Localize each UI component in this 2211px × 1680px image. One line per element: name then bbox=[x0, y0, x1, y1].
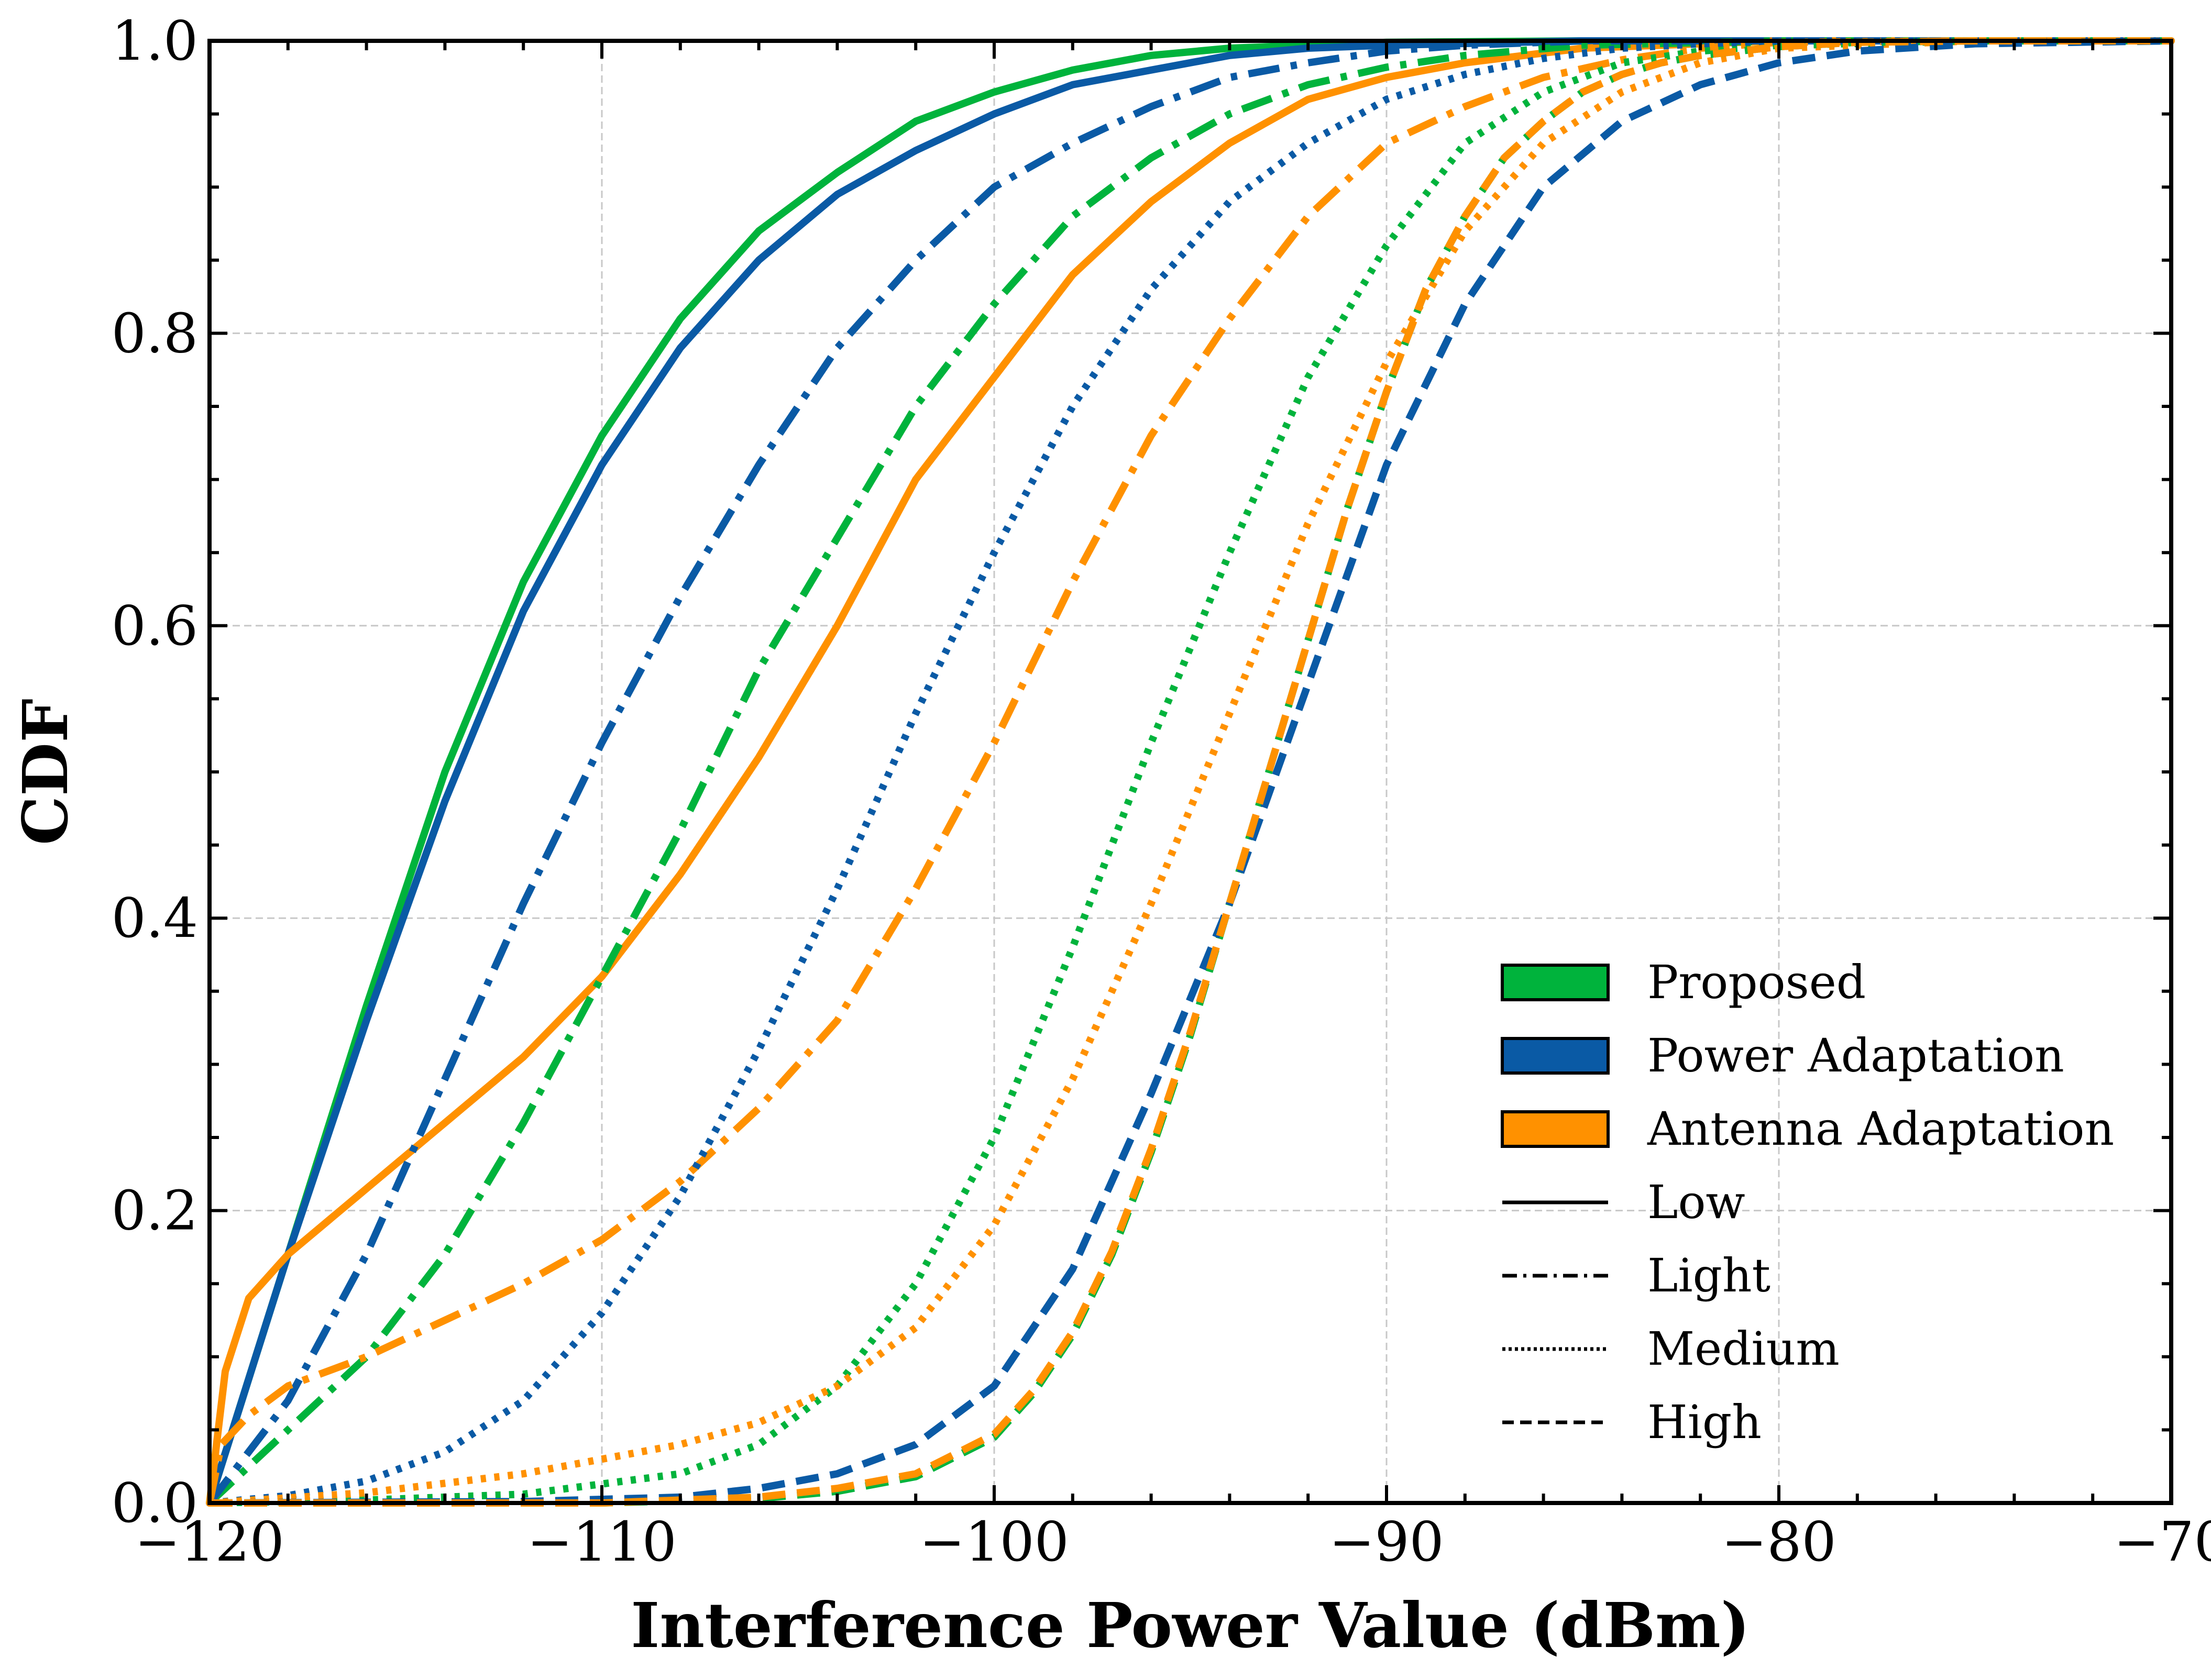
legend-swatch-antenna-adaptation bbox=[1501, 1110, 1610, 1148]
y-axis-label: CDF bbox=[9, 699, 82, 845]
y-tick-labels: 0.0 0.2 0.4 0.6 0.8 1.0 bbox=[112, 9, 198, 1535]
legend-swatch-proposed bbox=[1501, 964, 1610, 1001]
y-tick-label: 1.0 bbox=[112, 9, 198, 73]
legend-label-high: High bbox=[1647, 1395, 1762, 1449]
ticks bbox=[208, 39, 2173, 1505]
x-axis-label: Interference Power Value (dBm) bbox=[631, 1589, 1750, 1662]
y-tick-label: 0.6 bbox=[112, 594, 198, 658]
legend-label-antenna-adaptation: Antenna Adaptation bbox=[1647, 1102, 2114, 1156]
x-tick-label: −80 bbox=[1721, 1510, 1836, 1574]
series-line-antenna-adaptation-low bbox=[206, 37, 2175, 1507]
y-tick-label: 0.2 bbox=[112, 1179, 198, 1243]
series-line-power-adaptation-light bbox=[206, 37, 2171, 1506]
series-line-antenna-adaptation-light bbox=[206, 37, 2171, 1504]
y-tick-label: 0.0 bbox=[112, 1471, 198, 1535]
x-tick-label: −110 bbox=[527, 1510, 677, 1574]
legend-swatch-power-adaptation bbox=[1501, 1037, 1610, 1075]
legend-label-power-adaptation: Power Adaptation bbox=[1647, 1029, 2064, 1082]
x-tick-label: −100 bbox=[919, 1510, 1069, 1574]
y-tick-label: 0.4 bbox=[112, 886, 198, 950]
legend-label-low: Low bbox=[1647, 1175, 1745, 1229]
legend-label-medium: Medium bbox=[1647, 1322, 1840, 1376]
y-tick-label: 0.8 bbox=[112, 301, 198, 365]
series-line-power-adaptation-high bbox=[209, 37, 2172, 1507]
x-tick-labels: −120 −110 −100 −90 −80 −70 bbox=[135, 1510, 2211, 1574]
legend: Proposed Power Adaptation Antenna Adaptati… bbox=[1501, 955, 2114, 1449]
legend-label-light: Light bbox=[1647, 1248, 1770, 1302]
legend-label-proposed: Proposed bbox=[1647, 955, 1866, 1009]
x-tick-label: −70 bbox=[2114, 1510, 2211, 1574]
series-line-power-adaptation-medium bbox=[209, 37, 2171, 1507]
series-line-antenna-adaptation-high bbox=[210, 37, 2171, 1507]
x-tick-label: −120 bbox=[135, 1510, 284, 1574]
x-tick-label: −90 bbox=[1329, 1510, 1444, 1574]
grid bbox=[210, 41, 2171, 1503]
